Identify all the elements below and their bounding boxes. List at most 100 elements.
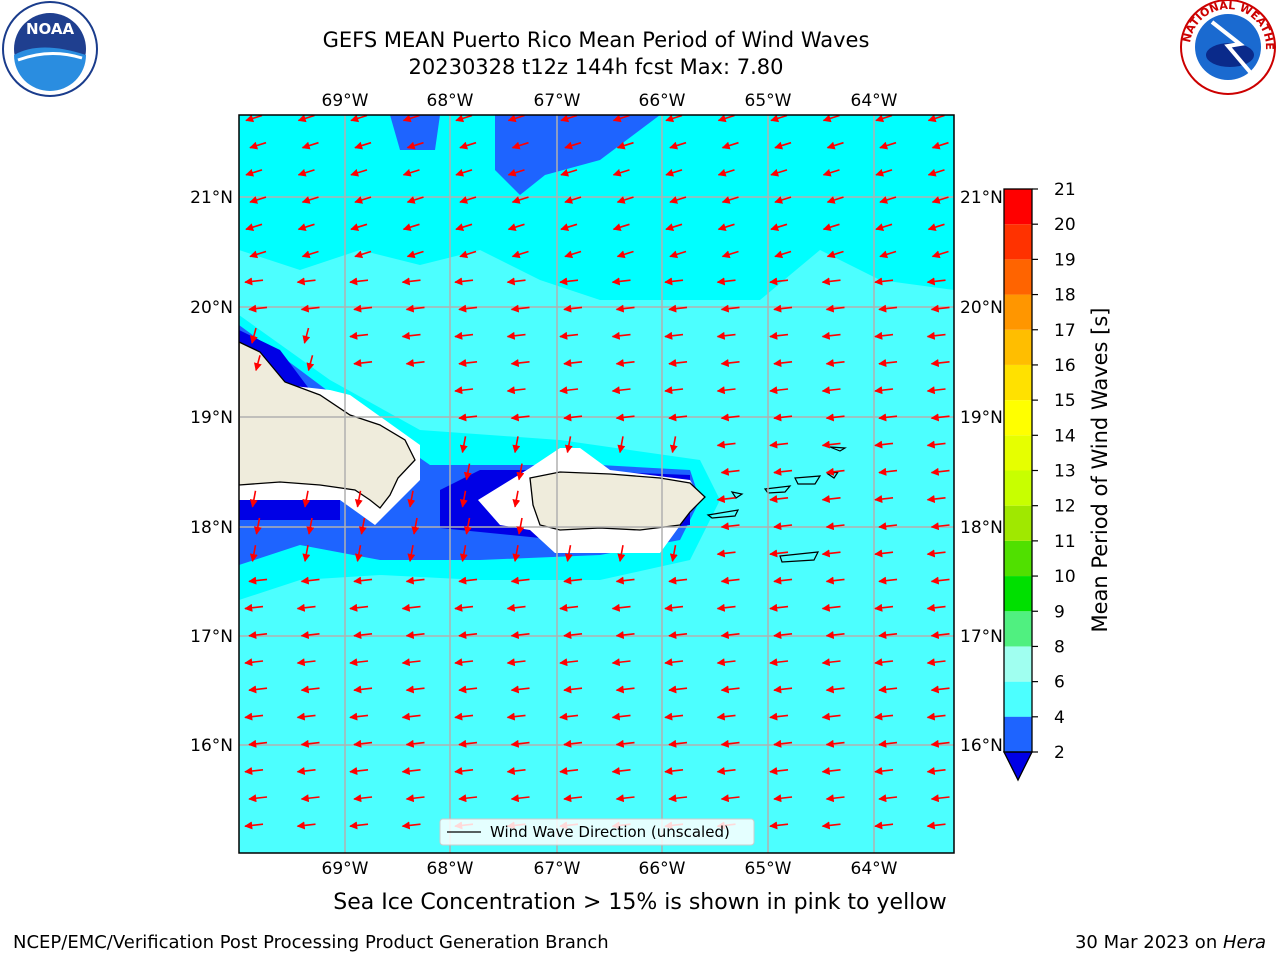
wind-wave-arrow <box>664 331 684 340</box>
wind-wave-arrow <box>349 767 369 775</box>
lat-label-right: 19°N <box>960 408 1003 428</box>
wind-wave-arrow <box>248 794 268 803</box>
wind-wave-arrow <box>874 440 894 449</box>
colorbar-segment <box>1004 189 1032 225</box>
wind-wave-arrow <box>559 767 579 775</box>
colorbar-tick-label: 6 <box>1054 673 1065 693</box>
wind-wave-arrow <box>564 545 573 562</box>
colorbar-tick-label: 20 <box>1054 215 1076 235</box>
wind-wave-arrows <box>244 115 950 830</box>
wind-wave-arrow <box>463 517 472 535</box>
wind-wave-arrow <box>821 386 841 395</box>
wind-wave-arrow <box>717 223 735 231</box>
wind-wave-arrow <box>769 658 789 667</box>
wind-wave-arrow <box>510 304 530 313</box>
wind-wave-arrow <box>716 549 736 558</box>
wind-wave-arrow <box>611 712 631 721</box>
lat-label-left: 21°N <box>190 188 233 208</box>
wind-wave-arrow <box>302 545 311 562</box>
wind-wave-arrow <box>669 436 678 454</box>
wind-wave-arrow <box>407 545 416 562</box>
wind-wave-arrow <box>664 767 684 775</box>
wind-wave-arrow <box>301 250 319 259</box>
wind-wave-arrow <box>349 658 369 667</box>
footer-organization: NCEP/EMC/Verification Post Processing Pr… <box>13 932 609 953</box>
lat-label-right: 20°N <box>960 298 1003 318</box>
wind-wave-arrow <box>306 517 315 535</box>
wind-wave-arrow <box>874 277 894 286</box>
wind-wave-arrow <box>564 436 573 454</box>
lat-label-left: 17°N <box>190 627 233 647</box>
wind-wave-arrow <box>617 436 626 454</box>
wind-wave-arrow <box>926 603 946 612</box>
wind-wave-arrow <box>773 631 793 639</box>
wind-wave-arrow <box>458 739 478 748</box>
lon-label-top: 64°W <box>851 91 898 111</box>
wind-wave-arrow <box>874 767 894 775</box>
wind-wave-arrow <box>459 436 468 454</box>
wind-wave-arrow <box>301 141 319 150</box>
wind-wave-arrow <box>664 603 684 612</box>
wind-wave-arrow <box>720 467 740 476</box>
wind-wave-arrow <box>302 490 311 508</box>
map-gridlines <box>239 115 954 853</box>
wind-wave-arrow <box>825 739 845 748</box>
wind-wave-arrow <box>507 223 525 231</box>
wind-wave-arrow <box>411 517 420 535</box>
wind-wave-arrow <box>664 712 684 721</box>
wind-wave-arrow <box>611 331 631 340</box>
wind-wave-arrow <box>668 304 688 313</box>
lon-label-top: 65°W <box>745 91 792 111</box>
colorbar-tick-label: 13 <box>1054 462 1076 482</box>
wind-wave-arrow <box>249 327 258 344</box>
wind-wave-arrow <box>507 168 525 177</box>
wind-wave-arrow <box>875 168 893 177</box>
wind-wave-arrow <box>825 631 845 639</box>
sea-ice-caption: Sea Ice Concentration > 15% is shown in … <box>333 890 947 915</box>
wind-wave-arrow <box>297 115 315 123</box>
wind-wave-arrow <box>615 631 635 639</box>
lon-label-bottom: 69°W <box>322 859 369 879</box>
colorbar-segment <box>1004 611 1032 647</box>
wind-wave-arrow <box>616 141 634 150</box>
wind-wave-arrow <box>244 603 264 612</box>
wind-wave-arrow <box>296 712 316 721</box>
colorbar-tick-label: 17 <box>1054 321 1076 341</box>
wind-wave-arrow <box>459 545 468 562</box>
lon-label-top: 67°W <box>534 91 581 111</box>
wind-wave-arrow <box>770 168 788 177</box>
wind-wave-arrow <box>559 712 579 721</box>
wind-wave-arrow <box>458 631 478 639</box>
wind-wave-arrow <box>511 196 529 204</box>
wind-wave-arrow <box>930 467 950 476</box>
wind-wave-arrow <box>720 359 740 367</box>
wind-wave-arrow <box>930 794 950 803</box>
wind-wave-arrow <box>669 141 687 150</box>
longitude-labels-bottom: 69°W 68°W 67°W 66°W 65°W 64°W <box>322 859 898 879</box>
lon-label-top: 66°W <box>639 91 686 111</box>
wind-wave-arrow <box>506 767 526 775</box>
footer-host: Hera <box>1222 932 1266 953</box>
wind-wave-arrow <box>822 223 840 231</box>
lat-label-left: 18°N <box>190 518 233 538</box>
wind-wave-arrow <box>769 603 789 612</box>
colorbar-tick-label: 18 <box>1054 286 1076 306</box>
wind-wave-arrow <box>874 821 894 830</box>
wind-wave-arrow <box>930 304 950 313</box>
wind-wave-arrow <box>773 522 793 531</box>
wind-wave-arrow <box>926 767 946 775</box>
wind-wave-arrow <box>931 196 949 204</box>
wind-wave-arrow <box>720 413 740 422</box>
national-weather-service-logo: NATIONAL WEATHER SERVICE <box>0 0 1276 95</box>
wind-wave-arrow <box>454 331 474 340</box>
wind-wave-arrow <box>878 467 898 476</box>
wind-wave-arrow <box>300 576 320 585</box>
wind-wave-arrow <box>350 168 368 177</box>
wind-wave-arrow <box>665 168 683 177</box>
map-area <box>239 115 954 853</box>
wind-wave-arrow <box>563 739 583 748</box>
wind-wave-arrow <box>826 250 844 259</box>
wind-wave-arrow <box>405 631 425 639</box>
latitude-labels-left: 21°N 20°N 19°N 18°N 17°N 16°N <box>190 188 233 756</box>
wind-wave-arrow <box>926 331 946 340</box>
